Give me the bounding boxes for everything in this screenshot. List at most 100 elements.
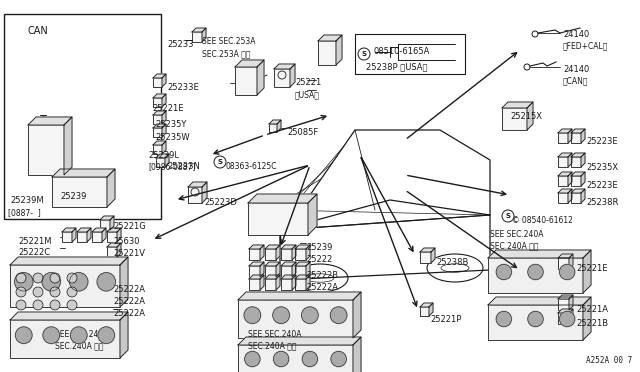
Polygon shape — [269, 120, 281, 124]
Text: 25239M: 25239M — [10, 196, 44, 205]
Polygon shape — [260, 275, 264, 290]
Bar — [265, 249, 276, 260]
Polygon shape — [558, 295, 573, 299]
Text: 25238P （USA）: 25238P （USA） — [366, 62, 428, 71]
Polygon shape — [110, 216, 114, 230]
Text: S: S — [506, 213, 511, 219]
Text: 25235W: 25235W — [155, 133, 189, 142]
Bar — [107, 232, 117, 242]
Polygon shape — [10, 257, 128, 265]
Polygon shape — [260, 245, 264, 260]
Bar — [153, 78, 162, 87]
Circle shape — [67, 300, 77, 310]
Bar — [100, 220, 110, 230]
Bar — [10, 320, 120, 358]
Bar — [238, 300, 353, 338]
Text: 25222A: 25222A — [113, 285, 145, 294]
Polygon shape — [107, 243, 121, 247]
Text: 25222C: 25222C — [18, 248, 50, 257]
Polygon shape — [249, 262, 264, 266]
Polygon shape — [292, 245, 296, 260]
Polygon shape — [571, 129, 585, 133]
Bar — [269, 124, 277, 132]
Polygon shape — [306, 275, 310, 290]
Polygon shape — [162, 111, 166, 124]
Bar — [248, 203, 308, 235]
Circle shape — [16, 287, 26, 297]
Text: 25238R: 25238R — [586, 198, 618, 207]
Polygon shape — [353, 292, 361, 338]
Circle shape — [98, 327, 115, 344]
Polygon shape — [238, 337, 361, 345]
Polygon shape — [571, 189, 585, 193]
Polygon shape — [257, 60, 264, 95]
Polygon shape — [292, 262, 296, 277]
Bar — [249, 266, 260, 277]
Text: SEE SEC.253A: SEE SEC.253A — [202, 37, 255, 46]
Circle shape — [559, 311, 575, 327]
Polygon shape — [281, 262, 296, 266]
Bar — [558, 299, 569, 310]
Bar — [156, 158, 165, 167]
Circle shape — [528, 311, 543, 327]
Text: （USA）: （USA） — [295, 90, 320, 99]
Bar — [274, 69, 290, 87]
Text: 25222A: 25222A — [113, 297, 145, 306]
Text: 08510-6165A: 08510-6165A — [374, 47, 430, 56]
Circle shape — [496, 311, 511, 327]
Circle shape — [97, 273, 115, 291]
Polygon shape — [281, 245, 296, 249]
Text: S: S — [362, 51, 367, 57]
Polygon shape — [192, 28, 206, 32]
Text: 25221M: 25221M — [18, 237, 51, 246]
Text: 25221G: 25221G — [113, 222, 146, 231]
Polygon shape — [265, 275, 280, 279]
Polygon shape — [274, 64, 295, 69]
Polygon shape — [558, 129, 572, 133]
Text: 25239L: 25239L — [148, 151, 179, 160]
Polygon shape — [249, 275, 264, 279]
Polygon shape — [276, 275, 280, 290]
Text: SEC.240A 参照: SEC.240A 参照 — [55, 341, 104, 350]
Bar — [571, 193, 581, 203]
Polygon shape — [277, 120, 281, 132]
Polygon shape — [156, 154, 169, 158]
Text: 25239: 25239 — [306, 243, 332, 252]
Text: 25085F: 25085F — [287, 128, 318, 137]
Polygon shape — [431, 248, 435, 263]
Polygon shape — [318, 35, 342, 41]
Polygon shape — [569, 295, 573, 310]
Bar — [28, 125, 64, 175]
Polygon shape — [569, 254, 573, 269]
Text: 25221: 25221 — [295, 78, 321, 87]
Bar — [571, 176, 581, 186]
Polygon shape — [52, 169, 115, 177]
Polygon shape — [488, 297, 591, 305]
Text: 25238B: 25238B — [436, 258, 468, 267]
Bar — [249, 249, 260, 260]
Bar — [281, 249, 292, 260]
Polygon shape — [107, 228, 121, 232]
Polygon shape — [153, 141, 166, 145]
Polygon shape — [581, 153, 585, 167]
Polygon shape — [558, 254, 573, 258]
Circle shape — [67, 273, 77, 283]
Polygon shape — [571, 153, 585, 157]
Polygon shape — [581, 129, 585, 143]
Bar — [318, 41, 336, 65]
Text: 25221E: 25221E — [152, 104, 184, 113]
Circle shape — [67, 287, 77, 297]
Bar — [10, 265, 120, 307]
Text: 08363-6125C: 08363-6125C — [226, 162, 278, 171]
Bar — [107, 247, 117, 257]
Polygon shape — [306, 245, 310, 260]
Polygon shape — [581, 172, 585, 186]
Bar — [558, 193, 568, 203]
Bar — [62, 232, 72, 242]
Circle shape — [301, 307, 318, 324]
Text: [0986-0887]: [0986-0887] — [148, 162, 195, 171]
Bar — [502, 108, 527, 130]
Bar — [235, 67, 257, 95]
Bar — [558, 133, 568, 143]
Circle shape — [33, 287, 43, 297]
